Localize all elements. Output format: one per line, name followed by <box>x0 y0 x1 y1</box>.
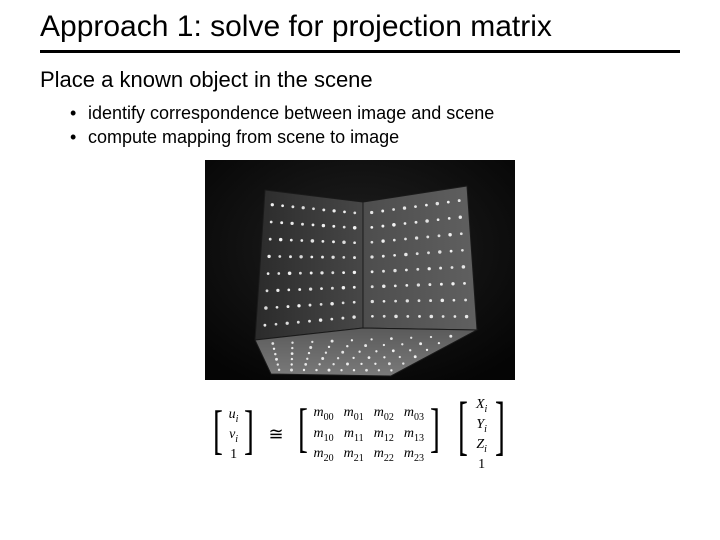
matrix-entry: m11 <box>344 425 364 445</box>
vector-entry: 1 <box>476 456 487 474</box>
projection-equation: [ uivi1 ] ≅ [ m00m01m02m03m10m11m12m13m2… <box>209 396 512 474</box>
lhs-vector: [ uivi1 ] <box>209 406 259 464</box>
vector-entry: ui <box>229 406 239 426</box>
calibration-rig-figure <box>205 160 515 380</box>
matrix-entry: m00 <box>314 404 334 424</box>
vector-entry: 1 <box>229 446 239 464</box>
vector-entry: Zi <box>476 436 487 456</box>
matrix-entry: m02 <box>374 404 394 424</box>
slide-title: Approach 1: solve for projection matrix <box>40 10 680 53</box>
list-item: identify correspondence between image an… <box>88 101 680 125</box>
projection-matrix: [ m00m01m02m03m10m11m12m13m20m21m22m23 ] <box>294 404 444 465</box>
matrix-entry: m22 <box>374 445 394 465</box>
matrix-entry: m01 <box>344 404 364 424</box>
vector-entry: vi <box>229 426 239 446</box>
vector-entry: Yi <box>476 416 487 436</box>
list-item: compute mapping from scene to image <box>88 125 680 149</box>
matrix-entry: m21 <box>344 445 364 465</box>
matrix-entry: m10 <box>314 425 334 445</box>
matrix-entry: m23 <box>404 445 424 465</box>
matrix-entry: m20 <box>314 445 334 465</box>
vector-entry: Xi <box>476 396 487 416</box>
matrix-entry: m12 <box>374 425 394 445</box>
rhs-vector: [ XiYiZi1 ] <box>452 396 511 474</box>
approx-symbol: ≅ <box>266 424 285 445</box>
matrix-entry: m03 <box>404 404 424 424</box>
slide-subhead: Place a known object in the scene <box>40 67 680 93</box>
matrix-entry: m13 <box>404 425 424 445</box>
bullet-list: identify correspondence between image an… <box>40 101 680 150</box>
